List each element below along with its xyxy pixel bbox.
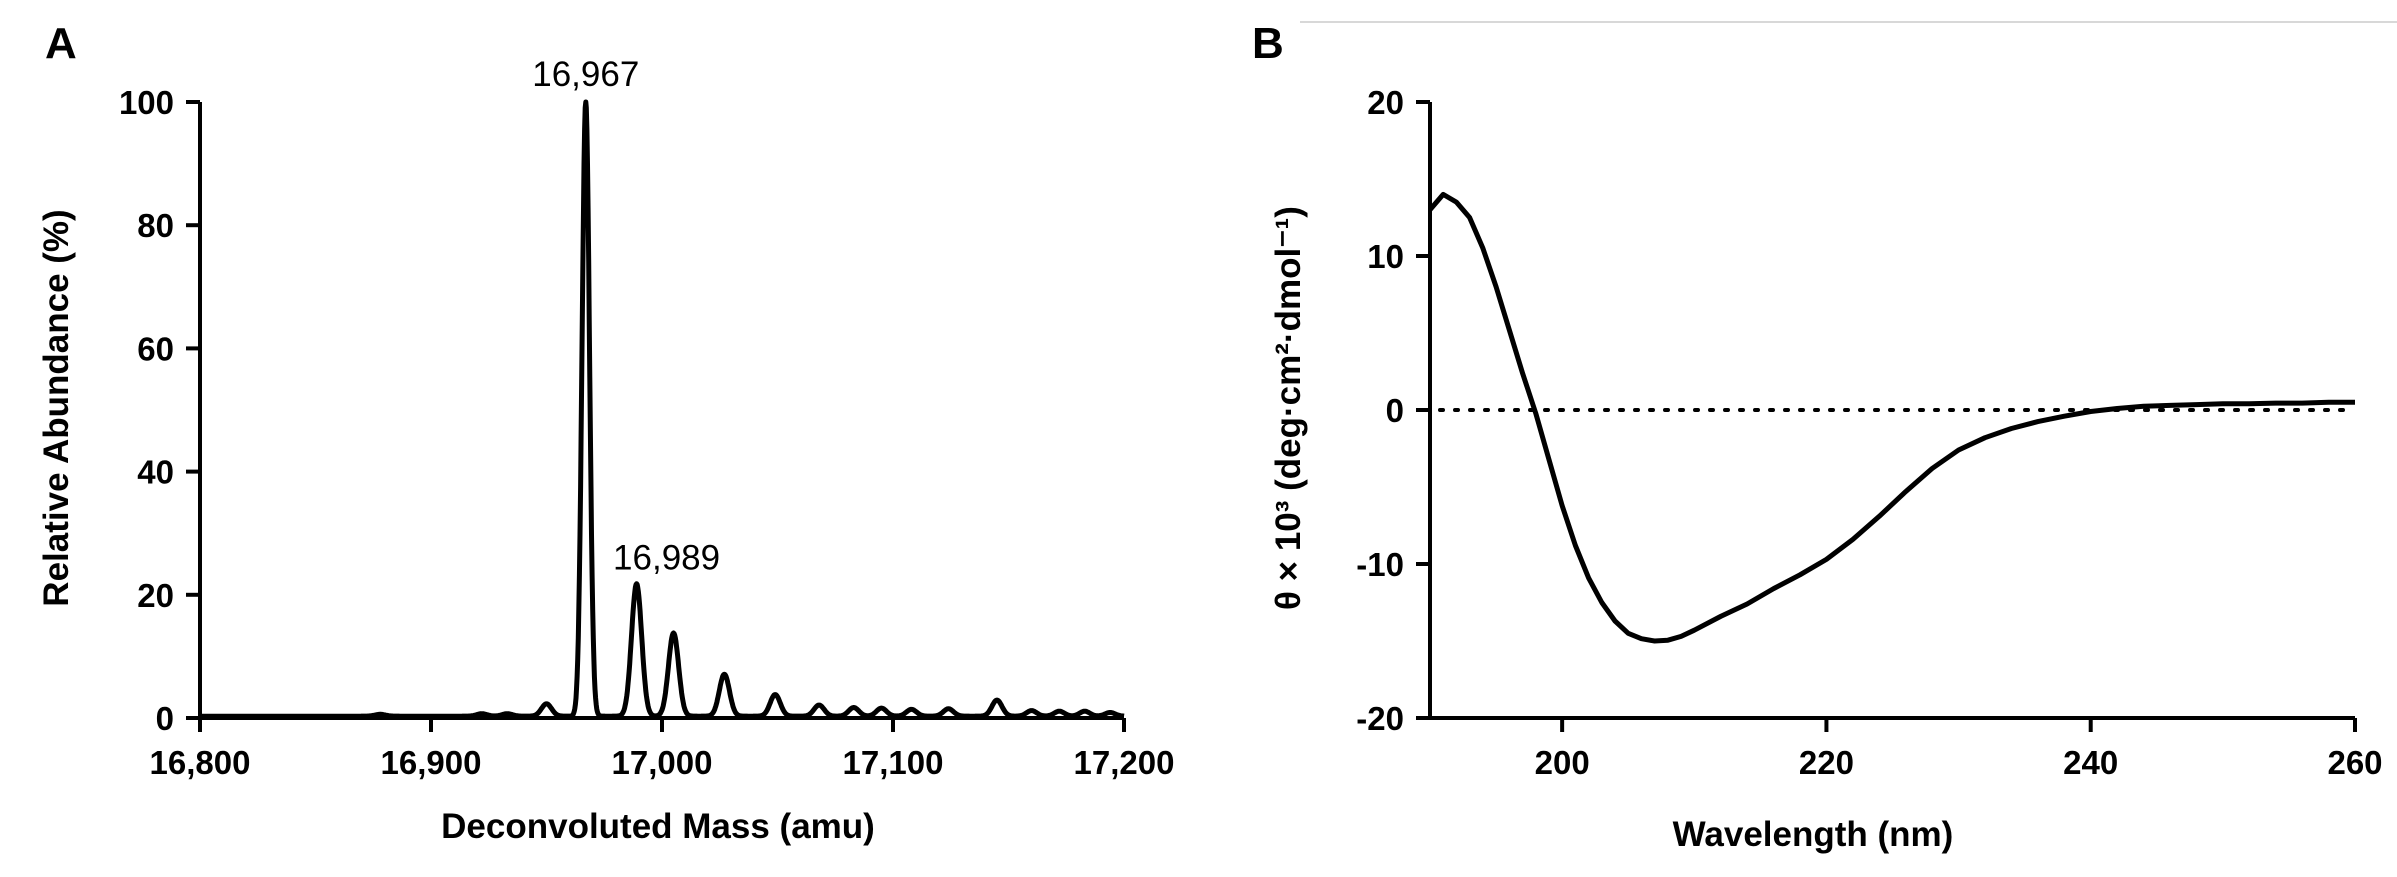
panel-b-y-tick-label: 0	[1386, 392, 1404, 429]
panel-b-y-tick-label: -10	[1356, 546, 1404, 583]
panel-b-x-axis-title: Wavelength (nm)	[1673, 815, 1954, 854]
panel-b-y-axis-title: θ × 10³ (deg·cm²·dmol⁻¹)	[1269, 206, 1308, 610]
panel-b-x-tick-label: 220	[1799, 744, 1854, 781]
panel-b-x-tick-label: 240	[2063, 744, 2118, 781]
panel-a: A 16,800 16,900 17,000 17,100 17,200 0 20 40 60 8…	[37, 19, 1174, 846]
panel-b-spectrum-line	[1428, 191, 2355, 644]
panel-a-letter: A	[45, 19, 77, 68]
panel-a-spectrum-line	[198, 99, 1126, 719]
peak-label-16989: 16,989	[613, 539, 720, 578]
panel-b: B 200 220 240 260 -20 -10 0 10 20 Wavelength (nm…	[1252, 19, 2383, 854]
panel-a-x-axis-title: Deconvoluted Mass (amu)	[441, 807, 875, 846]
panel-b-x-tick-label: 200	[1535, 744, 1590, 781]
panel-a-y-tick-label: 40	[137, 454, 174, 491]
panel-a-y-axis-title: Relative Abundance (%)	[37, 209, 76, 606]
panel-a-x-tick-label: 16,800	[150, 744, 251, 781]
panel-b-ticks: 200 220 240 260 -20 -10 0 10 20	[1356, 84, 2382, 781]
panel-a-y-tick-label: 60	[137, 330, 174, 367]
panel-a-y-tick-label: 100	[119, 84, 174, 121]
panel-b-y-tick-label: 10	[1367, 238, 1404, 275]
panel-a-axes	[198, 102, 1124, 720]
panel-b-letter: B	[1252, 19, 1284, 68]
panel-a-y-tick-label: 80	[137, 207, 174, 244]
panel-a-ticks: 16,800 16,900 17,000 17,100 17,200 0 20 40 60 80 1…	[119, 84, 1175, 781]
panel-a-x-tick-label: 17,100	[843, 744, 944, 781]
panel-a-x-tick-label: 16,900	[381, 744, 482, 781]
panel-a-x-tick-label: 17,200	[1074, 744, 1175, 781]
panel-b-y-tick-label: 20	[1367, 84, 1404, 121]
panel-b-y-tick-label: -20	[1356, 700, 1404, 737]
panel-a-y-tick-label: 0	[156, 700, 174, 737]
panel-a-x-tick-label: 17,000	[612, 744, 713, 781]
panel-b-x-tick-label: 260	[2327, 744, 2382, 781]
panel-a-y-tick-label: 20	[137, 577, 174, 614]
peak-label-16967: 16,967	[532, 55, 639, 94]
